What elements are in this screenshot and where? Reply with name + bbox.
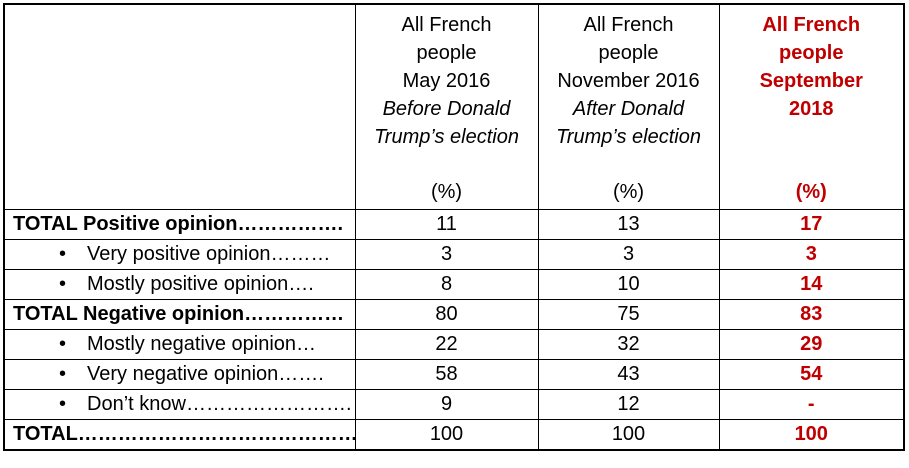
bullet-icon: •	[59, 363, 67, 385]
bullet-icon: •	[59, 393, 67, 415]
cell-may-dont-know: 9	[354, 389, 539, 420]
cell-nov-very-positive: 3	[537, 239, 720, 270]
header-line: All French	[583, 14, 674, 36]
row-label-text: TOTAL Positive opinion…………….	[13, 213, 344, 235]
cell-nov-mostly-negative: 32	[537, 329, 720, 360]
cell-nov-very-negative: 43	[537, 359, 720, 390]
table-row-total-positive: TOTAL Positive opinion……………. 11 13 17	[3, 209, 905, 240]
cell-sep-very-positive: 3	[718, 239, 905, 270]
cell-sep-very-negative: 54	[718, 359, 905, 390]
cell-nov-total: 100	[537, 419, 720, 451]
header-line: November 2016	[557, 70, 700, 92]
table-row-very-negative: • Very negative opinion……. 58 43 54	[3, 359, 905, 390]
row-label-very-positive: • Very positive opinion………	[3, 239, 356, 270]
cell-may-total-positive: 11	[354, 209, 539, 240]
cell-nov-mostly-positive: 10	[537, 269, 720, 300]
header-line-italic: Trump’s election	[374, 126, 519, 148]
cell-sep-total-negative: 83	[718, 299, 905, 330]
corner-header-empty	[3, 3, 356, 210]
row-label-total-negative: TOTAL Negative opinion……………	[3, 299, 356, 330]
row-label-text: Very negative opinion…….	[87, 363, 324, 385]
table-row-total-negative: TOTAL Negative opinion…………… 80 75 83	[3, 299, 905, 330]
header-line-italic: Trump’s election	[556, 126, 701, 148]
opinion-poll-table: All French people May 2016 Before Donald…	[3, 3, 905, 451]
cell-sep-total-positive: 17	[718, 209, 905, 240]
percent-label: (%)	[612, 181, 645, 203]
row-label-mostly-positive: • Mostly positive opinion….	[3, 269, 356, 300]
row-label-mostly-negative: • Mostly negative opinion…	[3, 329, 356, 360]
bullet-icon: •	[59, 273, 67, 295]
row-label-total-positive: TOTAL Positive opinion…………….	[3, 209, 356, 240]
table-row-very-positive: • Very positive opinion……… 3 3 3	[3, 239, 905, 270]
table-row-dont-know: • Don’t know……………………. 9 12 -	[3, 389, 905, 420]
col-header-sep-content: All French people September 2018 (%)	[720, 5, 904, 209]
cell-may-total: 100	[354, 419, 539, 451]
row-label-text: Mostly positive opinion….	[87, 273, 314, 295]
row-label-total: TOTAL………………………………………	[3, 419, 356, 451]
header-row: All French people May 2016 Before Donald…	[3, 3, 905, 210]
table-row-mostly-negative: • Mostly negative opinion… 22 32 29	[3, 329, 905, 360]
header-line-italic: After Donald	[572, 98, 685, 120]
header-line-italic: Before Donald	[382, 98, 511, 120]
cell-nov-total-negative: 75	[537, 299, 720, 330]
col-header-nov-lines: All French people November 2016 After Do…	[541, 11, 717, 151]
cell-sep-dont-know: -	[718, 389, 905, 420]
col-header-may-content: All French people May 2016 Before Donald…	[356, 5, 538, 209]
bullet-icon: •	[59, 243, 67, 265]
row-label-text: Very positive opinion………	[87, 243, 331, 265]
col-header-may-2016: All French people May 2016 Before Donald…	[354, 3, 539, 210]
bullet-icon: •	[59, 333, 67, 355]
row-label-very-negative: • Very negative opinion…….	[3, 359, 356, 390]
col-header-september-2018: All French people September 2018 (%)	[718, 3, 905, 210]
table-row-total: TOTAL……………………………………… 100 100 100	[3, 419, 905, 451]
percent-label: (%)	[430, 181, 463, 203]
header-line: All French	[762, 14, 861, 36]
cell-nov-total-positive: 13	[537, 209, 720, 240]
cell-may-very-negative: 58	[354, 359, 539, 390]
header-line: people	[416, 42, 477, 64]
col-header-may-lines: All French people May 2016 Before Donald…	[358, 11, 536, 151]
row-label-dont-know: • Don’t know…………………….	[3, 389, 356, 420]
percent-label: (%)	[795, 181, 827, 203]
col-header-november-2016: All French people November 2016 After Do…	[537, 3, 720, 210]
cell-sep-mostly-negative: 29	[718, 329, 905, 360]
col-header-nov-content: All French people November 2016 After Do…	[539, 5, 719, 209]
row-label-text: Don’t know…………………….	[87, 393, 352, 415]
cell-may-mostly-positive: 8	[354, 269, 539, 300]
header-line: people	[779, 42, 844, 64]
table-row-mostly-positive: • Mostly positive opinion…. 8 10 14	[3, 269, 905, 300]
cell-nov-dont-know: 12	[537, 389, 720, 420]
cell-sep-total: 100	[718, 419, 905, 451]
cell-may-total-negative: 80	[354, 299, 539, 330]
header-line: 2018	[789, 98, 834, 120]
row-label-text: TOTAL Negative opinion……………	[13, 303, 345, 325]
header-line: All French	[401, 14, 492, 36]
row-label-text: Mostly negative opinion…	[87, 333, 317, 355]
row-label-text: TOTAL………………………………………	[13, 423, 355, 445]
cell-sep-mostly-positive: 14	[718, 269, 905, 300]
header-line: people	[598, 42, 659, 64]
header-line: May 2016	[402, 70, 491, 92]
cell-may-very-positive: 3	[354, 239, 539, 270]
cell-may-mostly-negative: 22	[354, 329, 539, 360]
col-header-sep-lines: All French people September 2018	[722, 11, 902, 123]
header-line: September	[759, 70, 863, 92]
